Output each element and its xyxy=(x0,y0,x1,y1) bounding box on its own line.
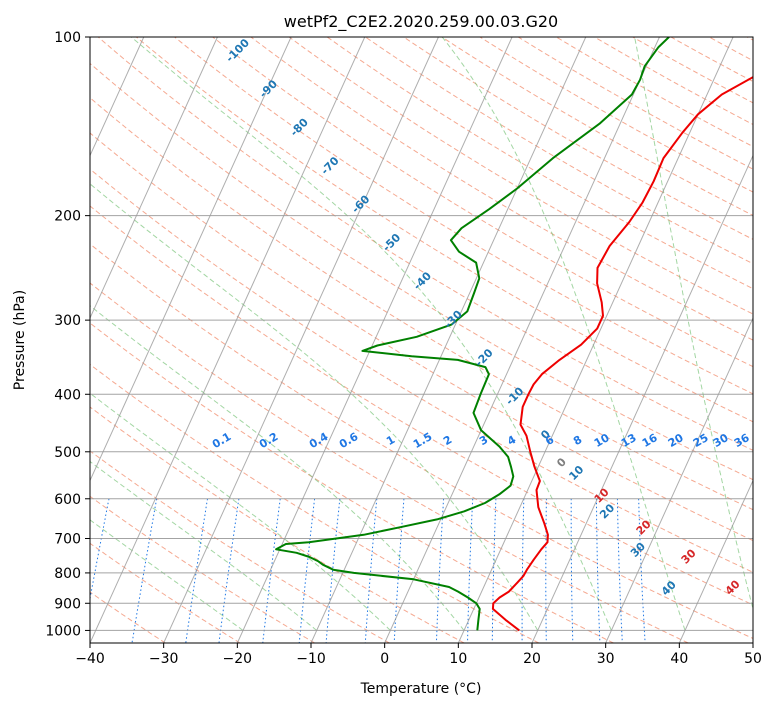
y-tick-label: 600 xyxy=(54,492,81,508)
isotherm-line xyxy=(236,37,513,643)
isotherm-line xyxy=(457,37,734,643)
plot-frame xyxy=(89,36,754,644)
y-tick-label: 300 xyxy=(54,313,81,329)
x-tick-label: 0 xyxy=(380,651,389,667)
moist-adiabat xyxy=(90,392,391,631)
background-lines xyxy=(90,37,753,643)
x-tick-label: 10 xyxy=(449,651,467,667)
x-tick-label: −30 xyxy=(149,651,179,667)
y-tick-label: 100 xyxy=(54,30,81,46)
dry-adiabat xyxy=(90,132,753,542)
x-axis-label: Temperature (°C) xyxy=(360,681,482,697)
y-axis-label: Pressure (hPa) xyxy=(12,290,28,390)
profiles xyxy=(275,37,753,632)
isotherm-line xyxy=(678,479,753,643)
mixing-ratio-line xyxy=(491,498,497,643)
x-tick-label: −10 xyxy=(296,651,326,667)
mixing-ratio-line xyxy=(393,498,405,643)
dry-adiabat xyxy=(90,450,390,643)
y-tick-label: 200 xyxy=(54,209,81,225)
isotherm-line xyxy=(310,37,587,643)
isotherm-line xyxy=(605,316,753,643)
y-tick-label: 500 xyxy=(54,445,81,461)
isotherm-line xyxy=(90,37,292,482)
profile-line-0 xyxy=(491,75,753,632)
dry-adiabat xyxy=(90,495,315,643)
dry-adiabat xyxy=(135,37,753,423)
x-tick-label: 40 xyxy=(670,651,688,667)
y-tick-label: 900 xyxy=(54,596,81,612)
moist-adiabat xyxy=(90,305,465,631)
dry-adiabat xyxy=(90,363,540,643)
mixing-ratio-line xyxy=(616,498,623,643)
isotherm-line xyxy=(90,37,218,320)
isotherm-line xyxy=(90,37,145,157)
x-tick-label: −40 xyxy=(75,651,105,667)
dry-adiabat xyxy=(174,37,753,395)
moist-adiabat xyxy=(634,37,753,611)
x-tick-label: 30 xyxy=(597,651,615,667)
y-tick-label: 700 xyxy=(54,532,81,548)
dry-adiabat xyxy=(90,322,614,643)
x-tick-label: −20 xyxy=(223,651,253,667)
isotherm-line xyxy=(384,37,660,643)
moist-adiabat xyxy=(90,460,318,631)
mixing-ratio-line xyxy=(521,498,525,643)
dry-adiabat xyxy=(212,37,753,368)
mixing-ratio-line xyxy=(545,498,547,643)
isotherm-line xyxy=(90,37,366,643)
profile-line-1 xyxy=(275,37,670,631)
y-tick-label: 1000 xyxy=(45,623,81,639)
mixing-ratio-line xyxy=(570,498,574,643)
chart-title: wetPf2_C2E2.2020.259.00.03.G20 xyxy=(284,12,558,32)
mixing-ratio-line xyxy=(595,498,601,643)
dry-adiabat xyxy=(90,243,753,640)
dry-adiabat xyxy=(90,282,689,643)
dry-adiabat xyxy=(90,205,753,606)
mixing-ratio-line xyxy=(435,498,445,643)
y-tick-label: 800 xyxy=(54,566,81,582)
mixing-ratio-line xyxy=(467,498,474,643)
dry-adiabat xyxy=(90,591,166,643)
axis-ticks: −40 −30 −20 −10 0 10 20 30 40 50 100 200 300 400 500 60… xyxy=(45,30,762,667)
isotherm-line xyxy=(531,154,753,643)
moist-adiabat xyxy=(441,37,686,631)
grid xyxy=(90,37,753,643)
x-tick-label: 20 xyxy=(523,651,541,667)
y-tick-label: 400 xyxy=(54,387,81,403)
dry-adiabat xyxy=(90,97,753,511)
dry-adiabat xyxy=(250,37,753,341)
mixing-ratio-line xyxy=(638,498,646,643)
moist-adiabat xyxy=(130,37,612,631)
isotherm-line xyxy=(163,37,439,643)
x-tick-label: 50 xyxy=(744,651,762,667)
